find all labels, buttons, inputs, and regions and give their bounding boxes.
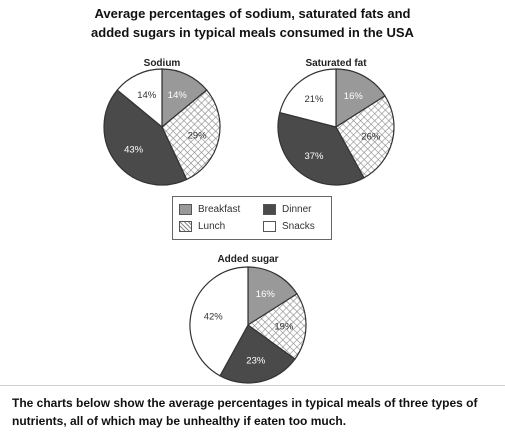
saturated-fat-chart-title: Saturated fat [305, 58, 367, 69]
legend-item-dinner: Dinner [263, 204, 311, 215]
legend-item-snacks: Snacks [263, 221, 315, 232]
sodium-slice-dinner [103, 89, 188, 186]
legend-swatch-breakfast [179, 204, 192, 215]
saturated-fat-slice-breakfast [335, 68, 386, 129]
added-sugar-chart-title: Added sugar [217, 254, 278, 265]
legend-swatch-lunch [179, 221, 192, 232]
caption-text: The charts below show the average percen… [12, 396, 478, 428]
legend-swatch-snacks [263, 221, 276, 232]
legend-item-lunch: Lunch [179, 221, 225, 232]
added-sugar-label-lunch: 19% [274, 322, 294, 333]
saturated-fat-label-breakfast: 16% [344, 91, 364, 102]
added-sugar-label-snacks: 42% [204, 312, 224, 323]
added-sugar-slice-lunch [246, 293, 307, 360]
legend-label-snacks: Snacks [282, 221, 315, 232]
added-sugar-label-dinner: 23% [246, 356, 266, 367]
saturated-fat-slice-dinner [277, 111, 365, 186]
saturated-fat-label-lunch: 26% [361, 131, 381, 142]
added-sugar-slice-breakfast [247, 266, 298, 327]
sodium-slice-breakfast [161, 68, 208, 129]
chart-legend: Breakfast Dinner Lunch Snacks [172, 196, 332, 240]
legend-label-lunch: Lunch [198, 221, 226, 232]
sodium-label-lunch: 29% [188, 130, 208, 141]
figure-title: Average percentages of sodium, saturated… [0, 4, 505, 42]
saturated-fat-label-dinner: 37% [304, 151, 324, 162]
pie-charts: Sodium 14% 29% 43% 14% Saturated fat 16% 26% 37%… [103, 58, 395, 384]
saturated-fat-slice-lunch [335, 95, 395, 179]
legend-swatch-dinner [263, 204, 276, 215]
sodium-label-dinner: 43% [124, 145, 144, 156]
saturated-fat-label-snacks: 21% [304, 94, 324, 105]
figure-title-line-2: added sugars in typical meals consumed i… [91, 25, 414, 40]
saturated-fat-slice-snacks [279, 68, 337, 128]
added-sugar-label-breakfast: 16% [256, 289, 276, 300]
sodium-chart-title: Sodium [144, 58, 181, 69]
sodium-label-snacks: 14% [137, 90, 157, 101]
legend-item-breakfast: Breakfast [179, 204, 240, 215]
caption-divider [0, 385, 505, 386]
added-sugar-slice-dinner [219, 324, 296, 384]
figure-title-line-1: Average percentages of sodium, saturated… [94, 6, 411, 21]
added-sugar-slice-snacks [189, 266, 249, 377]
sodium-label-breakfast: 14% [168, 90, 188, 101]
legend-label-breakfast: Breakfast [198, 204, 241, 215]
sodium-slice-snacks [116, 68, 163, 129]
legend-label-dinner: Dinner [282, 204, 312, 215]
